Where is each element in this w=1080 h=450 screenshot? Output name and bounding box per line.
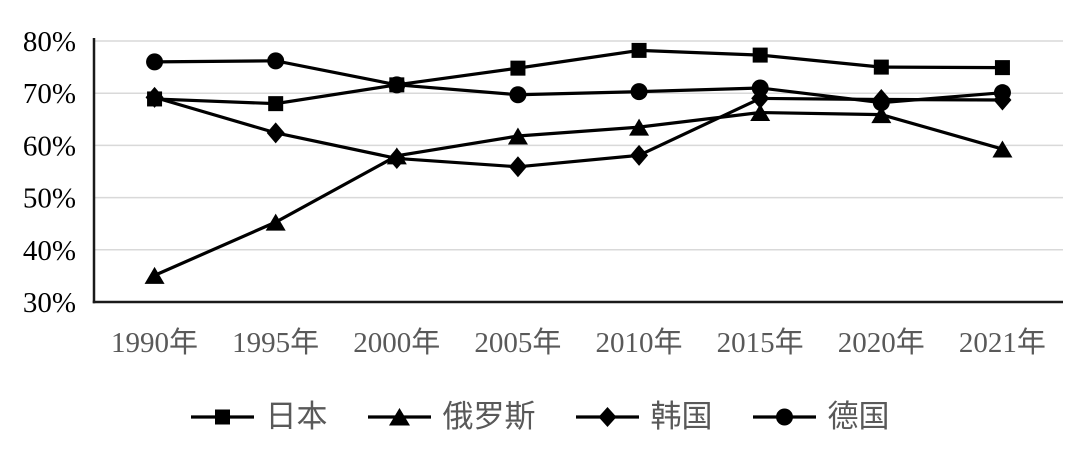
square-marker-japan: [873, 59, 889, 75]
y-tick-label: 30%: [23, 287, 76, 319]
triangle-marker-russia: [144, 266, 165, 284]
circle-marker-germany: [267, 52, 285, 70]
circle-marker-germany: [751, 79, 769, 97]
x-tick-label: 2005年: [474, 326, 561, 359]
legend-item-korea: 韩国: [575, 399, 713, 435]
legend-label-germany: 德国: [827, 399, 890, 434]
triangle-marker-russia: [871, 106, 892, 124]
plot-area: 80% 70% 60% 50% 40% 30% 1990年 1995年 2000年 2005年 20…: [23, 26, 1063, 359]
circle-marker-germany: [993, 84, 1011, 102]
legend-item-russia: 俄罗斯: [367, 399, 536, 435]
square-marker-japan: [510, 60, 526, 76]
series-line-japan: [154, 48, 1003, 106]
diamond-marker-icon: [575, 407, 639, 427]
y-tick-label: 40%: [23, 235, 76, 267]
legend-item-japan: 日本: [190, 399, 328, 435]
triangle-marker-russia: [507, 127, 528, 145]
triangle-marker-russia: [750, 104, 771, 122]
circle-marker-germany: [146, 53, 164, 71]
x-tick-label: 1990年: [111, 326, 198, 359]
legend-label-russia: 俄罗斯: [442, 399, 536, 434]
x-tick-label: 2000年: [353, 326, 440, 359]
square-marker-japan: [631, 42, 647, 58]
y-tick-label: 50%: [23, 183, 76, 215]
legend-label-japan: 日本: [265, 399, 328, 434]
triangle-marker-russia: [265, 213, 286, 231]
diamond-marker-korea: [508, 156, 527, 178]
circle-marker-germany: [509, 86, 527, 104]
x-tick-label: 2021年: [959, 326, 1046, 359]
y-tick-label: 60%: [23, 130, 76, 162]
triangle-marker-russia: [629, 118, 650, 136]
legend-item-germany: 德国: [752, 399, 890, 435]
x-tick-label: 2015年: [717, 326, 804, 359]
diamond-marker-korea: [387, 147, 406, 169]
series-line-russia: [153, 110, 1003, 277]
x-tick-label: 2010年: [596, 326, 683, 359]
legend-label-korea: 韩国: [650, 399, 713, 434]
diamond-marker-korea: [266, 122, 285, 144]
y-tick-label: 70%: [23, 78, 76, 110]
triangle-marker-russia: [992, 140, 1013, 158]
chart-legend: 日本 俄罗斯 韩国 德国: [0, 399, 1080, 435]
circle-marker-icon: [752, 408, 816, 426]
square-marker-japan: [752, 47, 768, 63]
x-tick-label: 1995年: [232, 326, 319, 359]
square-marker-japan: [147, 91, 163, 107]
triangle-marker-icon: [367, 408, 431, 426]
circle-marker-germany: [872, 94, 890, 112]
series-line-germany: [154, 59, 1003, 105]
diamond-marker-korea: [630, 144, 649, 166]
square-marker-icon: [190, 409, 254, 425]
square-marker-japan: [268, 96, 284, 112]
circle-marker-germany: [630, 83, 648, 101]
x-tick-label: 2020年: [838, 326, 925, 359]
square-marker-japan: [994, 60, 1010, 76]
square-marker-japan: [389, 77, 405, 93]
y-tick-label: 80%: [23, 26, 76, 58]
